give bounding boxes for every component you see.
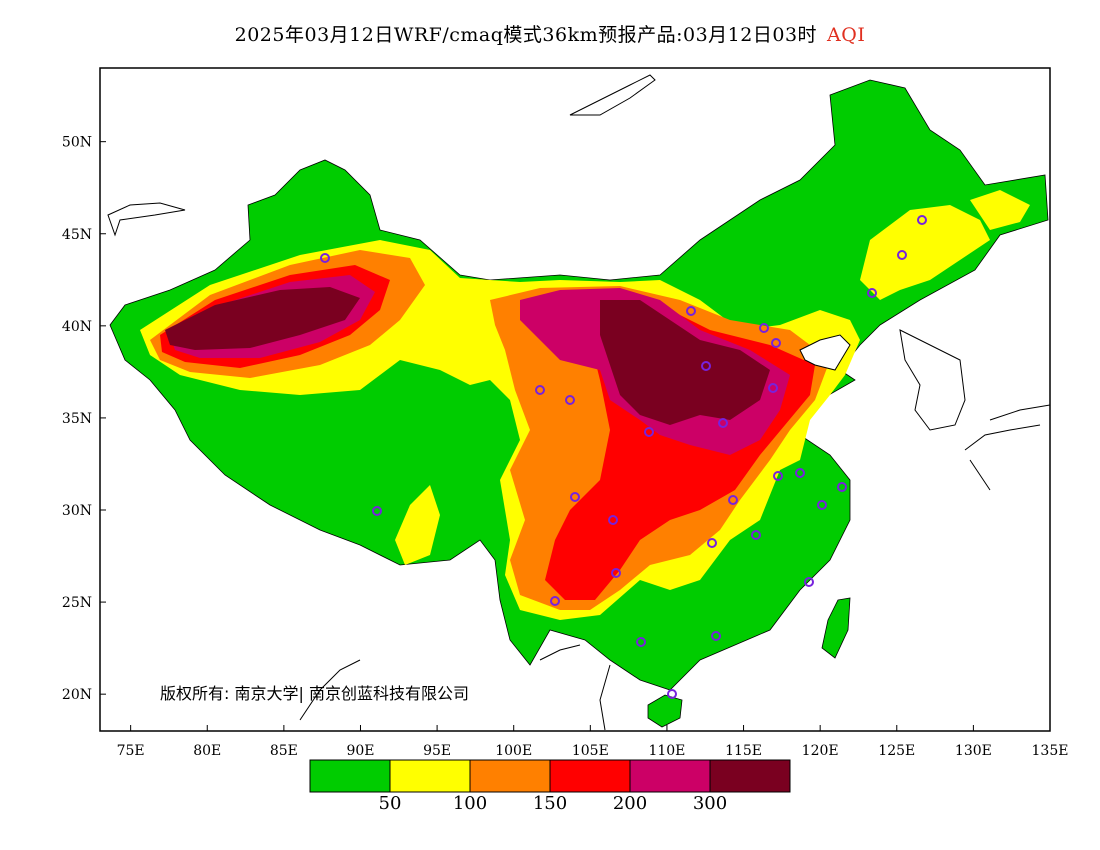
- colorbar-swatch: [629, 759, 711, 793]
- station-marker: [686, 306, 696, 316]
- lon-tick-label: 100E: [495, 743, 532, 759]
- coast-caspian: [107, 202, 186, 237]
- colorbar-swatch: [469, 759, 551, 793]
- lat-tick-label: 35N: [62, 411, 92, 427]
- lat-tick-label: 40N: [62, 319, 92, 335]
- lon-tick-label: 110E: [648, 743, 685, 759]
- station-marker: [897, 250, 907, 260]
- lon-tick-label: 135E: [1032, 743, 1069, 759]
- station-marker: [837, 482, 847, 492]
- lon-tick-label: 90E: [346, 743, 374, 759]
- zone-maroon-central: [600, 300, 770, 425]
- lon-tick-label: 125E: [878, 743, 915, 759]
- colorbar-swatch: [389, 759, 471, 793]
- lon-axis: 75E 80E 85E 90E 95E 100E 105E 110E 115E 120E 125E 1…: [117, 725, 1069, 759]
- station-marker: [711, 631, 721, 641]
- coast-bohai: [799, 334, 851, 371]
- colorbar: [309, 759, 791, 793]
- station-marker: [768, 383, 778, 393]
- lat-tick-label: 50N: [62, 135, 92, 151]
- station-marker: [795, 468, 805, 478]
- coast-baikal: [569, 74, 656, 116]
- colorbar-label: 200: [612, 793, 648, 814]
- colorbar-label: 300: [692, 793, 728, 814]
- colorbar-label: 100: [452, 793, 488, 814]
- coast-india: [299, 659, 361, 721]
- colorbar-swatch: [309, 759, 391, 793]
- lon-tick-label: 80E: [193, 743, 221, 759]
- lon-tick-label: 95E: [423, 743, 451, 759]
- station-marker: [535, 385, 545, 395]
- station-marker: [636, 637, 646, 647]
- map-field: [107, 74, 1050, 731]
- colorbar-swatch: [709, 759, 791, 793]
- coast-vietnam: [539, 644, 611, 731]
- map-title: 2025年03月12日WRF/cmaq模式36km预报产品:03月12日03时 A…: [0, 20, 1100, 47]
- colorbar-label: 150: [532, 793, 568, 814]
- lon-tick-label: 105E: [572, 743, 609, 759]
- lat-tick-label: 25N: [62, 595, 92, 611]
- station-marker: [751, 530, 761, 540]
- station-marker: [804, 577, 814, 587]
- station-marker: [817, 500, 827, 510]
- map-frame: [99, 67, 1051, 732]
- station-marker: [771, 338, 781, 348]
- colorbar-swatch: [549, 759, 631, 793]
- land-hainan: [647, 694, 683, 728]
- station-marker: [718, 418, 728, 428]
- station-marker: [773, 471, 783, 481]
- station-marker: [701, 361, 711, 371]
- lat-tick-label: 20N: [62, 687, 92, 703]
- station-marker: [608, 515, 618, 525]
- zone-yellow-ne: [860, 205, 990, 300]
- station-marker: [867, 288, 877, 298]
- coast-korea: [899, 329, 966, 431]
- station-marker: [728, 495, 738, 505]
- station-marker: [570, 492, 580, 502]
- station-markers: [320, 215, 927, 699]
- station-marker: [611, 568, 621, 578]
- lon-tick-label: 130E: [955, 743, 992, 759]
- land-taiwan: [821, 597, 851, 659]
- station-marker: [917, 215, 927, 225]
- station-marker: [644, 427, 654, 437]
- colorbar-label: 50: [378, 793, 402, 814]
- lon-tick-label: 115E: [725, 743, 762, 759]
- lat-tick-label: 30N: [62, 503, 92, 519]
- station-marker: [550, 596, 560, 606]
- coast-japan: [964, 404, 1050, 491]
- lon-tick-label: 75E: [117, 743, 145, 759]
- station-marker: [667, 689, 677, 699]
- title-variable: AQI: [827, 24, 866, 46]
- copyright-text: 版权所有: 南京大学| 南京创蓝科技有限公司: [160, 684, 469, 703]
- zone-yellow-tibet: [395, 485, 440, 565]
- zone-yellow-ne2: [970, 190, 1030, 230]
- title-main: 2025年03月12日WRF/cmaq模式36km预报产品:03月12日03时: [234, 24, 818, 46]
- station-marker: [707, 538, 717, 548]
- zone-maroon-west: [165, 287, 360, 350]
- lat-axis: 20N 25N 30N 35N 40N 45N 50N: [62, 135, 106, 703]
- station-marker: [320, 253, 330, 263]
- station-marker: [759, 323, 769, 333]
- lat-tick-label: 45N: [62, 227, 92, 243]
- lon-tick-label: 85E: [270, 743, 298, 759]
- lon-tick-label: 120E: [802, 743, 839, 759]
- station-marker: [565, 395, 575, 405]
- station-marker: [372, 506, 382, 516]
